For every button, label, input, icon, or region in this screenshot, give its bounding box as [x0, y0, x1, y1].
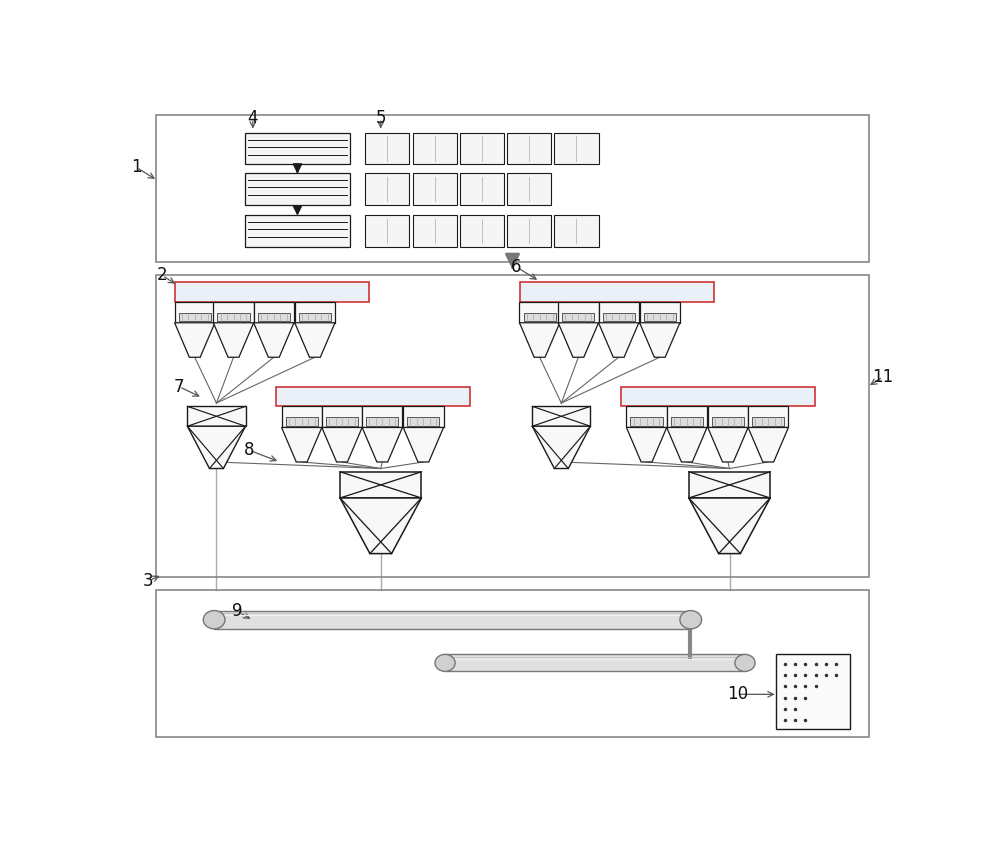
Bar: [532, 406, 590, 426]
Polygon shape: [689, 498, 770, 553]
Bar: [667, 406, 707, 428]
Bar: [245, 215, 350, 246]
Text: 1: 1: [131, 158, 142, 177]
Bar: [214, 610, 691, 629]
Bar: [712, 417, 744, 426]
Bar: [365, 215, 409, 246]
Polygon shape: [708, 428, 748, 462]
Bar: [519, 302, 560, 323]
Bar: [245, 133, 350, 164]
Bar: [558, 302, 599, 323]
Ellipse shape: [435, 654, 455, 672]
Text: 8: 8: [244, 441, 254, 459]
Bar: [708, 406, 748, 428]
Polygon shape: [403, 428, 444, 462]
Text: 6: 6: [511, 258, 522, 276]
Bar: [245, 173, 350, 205]
Bar: [413, 133, 457, 164]
Polygon shape: [175, 323, 215, 357]
Text: 9: 9: [232, 602, 243, 620]
Bar: [748, 406, 788, 428]
Bar: [217, 313, 250, 320]
Polygon shape: [295, 323, 335, 357]
Bar: [460, 133, 504, 164]
Polygon shape: [362, 428, 402, 462]
Polygon shape: [558, 323, 599, 357]
Bar: [403, 406, 444, 428]
Bar: [179, 313, 211, 320]
Polygon shape: [254, 323, 294, 357]
Bar: [299, 313, 331, 320]
Bar: [626, 406, 667, 428]
Bar: [156, 115, 869, 263]
Bar: [603, 313, 635, 320]
Bar: [213, 302, 254, 323]
Bar: [524, 313, 556, 320]
Bar: [507, 133, 551, 164]
Bar: [187, 406, 246, 426]
Bar: [562, 313, 594, 320]
Bar: [366, 417, 398, 426]
Polygon shape: [282, 428, 322, 462]
Text: 2: 2: [157, 266, 168, 285]
Ellipse shape: [680, 610, 702, 629]
Bar: [599, 302, 639, 323]
Bar: [340, 472, 421, 498]
Bar: [507, 173, 551, 205]
Bar: [630, 417, 663, 426]
Text: 4: 4: [248, 110, 258, 128]
Bar: [326, 417, 358, 426]
Polygon shape: [667, 428, 707, 462]
Ellipse shape: [735, 654, 755, 672]
Bar: [445, 654, 745, 672]
Bar: [175, 302, 215, 323]
Bar: [365, 173, 409, 205]
Polygon shape: [599, 323, 639, 357]
Polygon shape: [322, 428, 362, 462]
Polygon shape: [213, 323, 254, 357]
Bar: [640, 302, 680, 323]
Bar: [254, 302, 294, 323]
Bar: [554, 133, 599, 164]
Bar: [282, 406, 322, 428]
Polygon shape: [519, 323, 560, 357]
Bar: [258, 313, 290, 320]
Bar: [407, 417, 439, 426]
Bar: [365, 133, 409, 164]
Bar: [156, 590, 869, 737]
Text: 11: 11: [872, 368, 894, 386]
Bar: [644, 313, 676, 320]
Bar: [276, 387, 470, 406]
Text: 3: 3: [143, 572, 154, 590]
Ellipse shape: [203, 610, 225, 629]
Polygon shape: [340, 498, 421, 553]
Bar: [554, 215, 599, 246]
Polygon shape: [532, 426, 590, 468]
Bar: [671, 417, 703, 426]
Bar: [460, 215, 504, 246]
Bar: [362, 406, 402, 428]
Bar: [413, 215, 457, 246]
Bar: [295, 302, 335, 323]
Bar: [322, 406, 362, 428]
Polygon shape: [187, 426, 246, 468]
Bar: [413, 173, 457, 205]
Bar: [286, 417, 318, 426]
Bar: [460, 173, 504, 205]
Polygon shape: [626, 428, 667, 462]
Polygon shape: [748, 428, 788, 462]
Text: 5: 5: [376, 110, 386, 128]
Bar: [507, 215, 551, 246]
Bar: [689, 472, 770, 498]
Text: 7: 7: [174, 377, 184, 396]
Polygon shape: [640, 323, 680, 357]
Text: 10: 10: [727, 685, 748, 703]
Bar: [156, 275, 869, 576]
Bar: [621, 387, 815, 406]
Bar: [776, 654, 850, 729]
Bar: [520, 282, 714, 302]
Bar: [752, 417, 784, 426]
Bar: [175, 282, 369, 302]
